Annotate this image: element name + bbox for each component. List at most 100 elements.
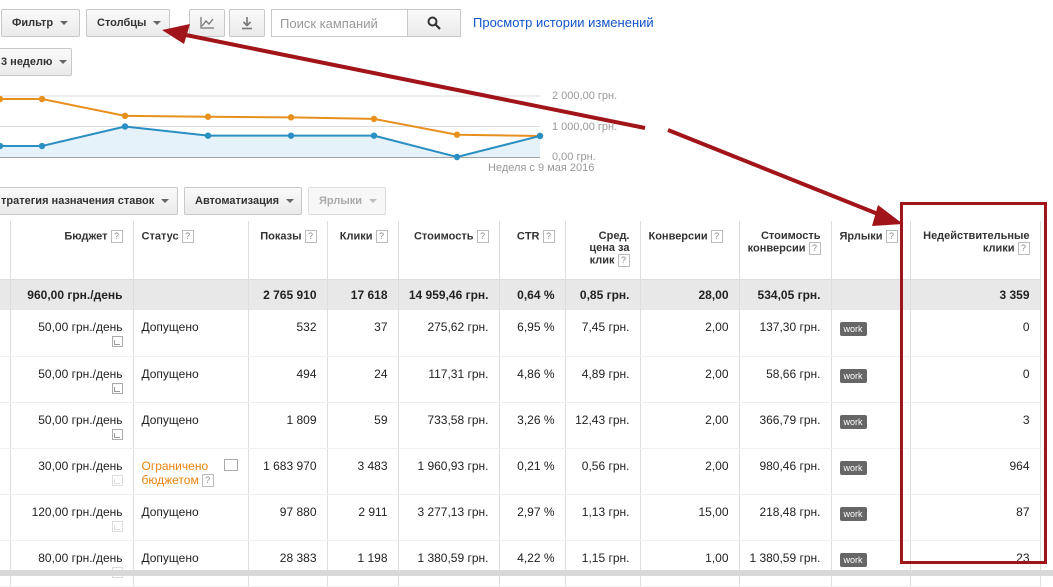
total-avg-cpc: 0,85 грн.: [565, 279, 641, 310]
horizontal-scrollbar[interactable]: [0, 570, 1053, 576]
header-budget[interactable]: Бюджет?: [10, 221, 134, 280]
row-budget[interactable]: 50,00 грн./день: [10, 310, 134, 357]
row-impressions: 28 383: [248, 540, 328, 587]
help-icon[interactable]: ?: [181, 230, 194, 243]
row-status: Допущено: [133, 494, 249, 541]
data-point[interactable]: [453, 131, 461, 138]
row-ctr: 6,95 %: [499, 310, 566, 357]
budget-chart-icon[interactable]: [111, 520, 123, 532]
status-limited-line2[interactable]: бюджетом: [141, 472, 199, 487]
label-tag[interactable]: work: [839, 460, 867, 475]
data-point[interactable]: [38, 95, 46, 103]
row-labels: work: [831, 540, 911, 587]
filter-button[interactable]: Фильтр: [1, 9, 80, 37]
data-point[interactable]: [287, 132, 295, 139]
label-tag[interactable]: work: [839, 414, 867, 429]
header-invalid-clicks[interactable]: Недействительные клики?: [910, 221, 1041, 280]
table-row: 30,00 грн./день Ограничено бюджетом? 1 6…: [0, 448, 1041, 495]
row-select: [0, 402, 11, 449]
data-point[interactable]: [121, 123, 129, 130]
row-budget[interactable]: 80,00 грн./день: [10, 540, 134, 587]
row-labels: work: [831, 310, 911, 357]
status-limited-line1[interactable]: Ограничено: [141, 458, 209, 473]
help-icon[interactable]: ?: [617, 254, 630, 267]
header-cost[interactable]: Стоимость?: [398, 221, 500, 280]
data-point[interactable]: [536, 132, 544, 140]
help-icon[interactable]: ?: [304, 230, 317, 243]
row-budget[interactable]: 50,00 грн./день: [10, 402, 134, 449]
data-point[interactable]: [204, 113, 212, 120]
bar-chart-icon[interactable]: [223, 458, 238, 471]
data-point[interactable]: [204, 132, 212, 139]
row-ctr: 4,86 %: [499, 356, 566, 403]
data-point[interactable]: [453, 153, 461, 161]
label-tag[interactable]: work: [839, 506, 867, 521]
line-chart-icon: [200, 17, 214, 29]
row-cost-per-conversion: 58,66 грн.: [739, 356, 832, 403]
row-budget[interactable]: 30,00 грн./день: [10, 448, 134, 495]
header-conversions[interactable]: Конверсии?: [640, 221, 740, 280]
row-ctr: 0,21 %: [499, 448, 566, 495]
data-point[interactable]: [370, 132, 378, 139]
data-point[interactable]: [370, 115, 378, 123]
label-tag[interactable]: work: [839, 322, 867, 336]
row-status: Ограничено бюджетом?: [133, 448, 249, 495]
chart-toggle-button[interactable]: [189, 9, 225, 37]
label-tag[interactable]: work: [839, 552, 867, 567]
row-cost: 1 960,93 грн.: [398, 448, 500, 495]
help-icon[interactable]: ?: [808, 242, 821, 255]
header-avg-cpc[interactable]: Сред. цена за клик?: [565, 221, 641, 280]
help-icon[interactable]: ?: [710, 230, 723, 243]
budget-chart-icon[interactable]: [111, 336, 123, 347]
total-labels: [831, 279, 911, 310]
row-invalid-clicks: 0: [910, 356, 1041, 403]
row-select: [0, 494, 11, 541]
header-ctr[interactable]: CTR?: [499, 221, 566, 280]
budget-chart-icon[interactable]: [111, 474, 123, 486]
download-button[interactable]: [229, 9, 265, 37]
budget-chart-icon[interactable]: [111, 428, 123, 440]
change-history-link[interactable]: Просмотр истории изменений: [473, 15, 654, 30]
row-impressions: 1 683 970: [248, 448, 328, 495]
budget-chart-icon[interactable]: [111, 382, 123, 394]
columns-button[interactable]: Столбцы: [86, 9, 170, 37]
data-point[interactable]: [0, 142, 4, 150]
help-icon[interactable]: ?: [542, 230, 555, 243]
label-tag[interactable]: work: [839, 368, 867, 383]
row-clicks: 3 483: [327, 448, 399, 495]
data-point[interactable]: [0, 95, 4, 103]
automation-label: Автоматизация: [195, 195, 280, 207]
help-icon[interactable]: ?: [375, 230, 388, 243]
chevron-down-icon: [59, 60, 68, 64]
row-budget[interactable]: 50,00 грн./день: [10, 356, 134, 403]
help-icon[interactable]: ?: [476, 230, 489, 243]
data-point[interactable]: [38, 142, 46, 150]
bidding-strategy-label: тратегия назначения ставок: [1, 195, 155, 207]
help-icon[interactable]: ?: [201, 473, 214, 487]
header-cost-per-conversion[interactable]: Стоимость конверсии?: [739, 221, 832, 280]
row-select: [0, 356, 11, 403]
series-area: [0, 126, 540, 157]
row-clicks: 24: [327, 356, 399, 403]
help-icon[interactable]: ?: [110, 230, 123, 243]
row-budget[interactable]: 120,00 грн./день: [10, 494, 134, 541]
header-clicks[interactable]: Клики?: [327, 221, 399, 280]
data-point[interactable]: [121, 112, 129, 120]
header-status[interactable]: Статус?: [133, 221, 249, 280]
automation-button[interactable]: Автоматизация: [184, 187, 302, 215]
search-input[interactable]: [271, 9, 408, 37]
header-impressions[interactable]: Показы?: [248, 221, 328, 280]
header-labels[interactable]: Ярлыки?: [831, 221, 911, 280]
search-button[interactable]: [407, 9, 461, 37]
period-dropdown[interactable]: 3 неделю: [0, 48, 72, 76]
row-cost: 733,58 грн.: [398, 402, 500, 449]
row-cost: 275,62 грн.: [398, 310, 500, 357]
row-ctr: 3,26 %: [499, 402, 566, 449]
help-icon[interactable]: ?: [885, 230, 898, 243]
bidding-strategy-button[interactable]: тратегия назначения ставок: [0, 187, 178, 215]
help-icon[interactable]: ?: [1017, 242, 1030, 255]
data-point[interactable]: [287, 114, 295, 121]
row-labels: work: [831, 356, 911, 403]
labels-button[interactable]: Ярлыки: [308, 187, 386, 215]
row-ctr: 2,97 %: [499, 494, 566, 541]
